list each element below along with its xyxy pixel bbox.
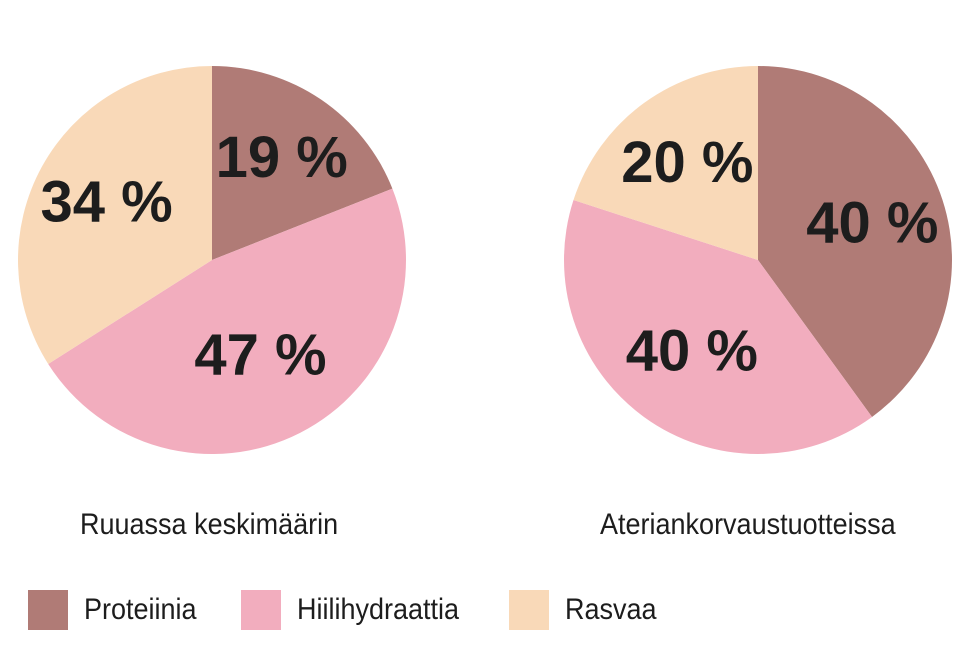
legend-label-hiilihydraattia: Hiilihydraattia: [297, 593, 460, 626]
slice-label-hiilihydraattia: 47 %: [194, 323, 326, 388]
legend-label-proteiinia: Proteiinia: [84, 593, 197, 626]
legend-label-rasvaa: Rasvaa: [565, 593, 657, 626]
pie-slice-proteiinia: [758, 66, 952, 417]
pie-chart-ruuassa: 19 % 47 % 34 %: [17, 66, 407, 454]
slice-label-proteiinia: 19 %: [216, 125, 348, 190]
legend-item-proteiinia: Proteiinia: [28, 590, 209, 630]
pie-chart-ateriankorvaus: 40 % 40 % 20 %: [564, 66, 952, 454]
slice-label-proteiinia: 40 %: [806, 190, 938, 255]
pie-slice-hiilihydraattia: [48, 188, 407, 454]
pie-caption-ruuassa: Ruuassa keskimäärin: [80, 508, 339, 541]
pie-slice-hiilihydraattia: [564, 200, 873, 454]
pie-slice-rasvaa: [17, 66, 212, 364]
legend: Proteiinia Hiilihydraattia Rasvaa: [28, 588, 699, 632]
slice-label-rasvaa: 20 %: [621, 130, 753, 195]
slice-label-hiilihydraattia: 40 %: [626, 319, 758, 384]
pie-caption-ateriankorvaus: Ateriankorvaustuotteissa: [600, 508, 896, 541]
legend-item-rasvaa: Rasvaa: [509, 590, 667, 630]
legend-swatch-proteiinia: [28, 590, 68, 630]
pie-slice-rasvaa: [573, 66, 758, 260]
legend-swatch-hiilihydraattia: [241, 590, 282, 630]
slice-label-rasvaa: 34 %: [40, 170, 172, 235]
pie-slice-proteiinia: [212, 66, 393, 260]
legend-item-hiilihydraattia: Hiilihydraattia: [241, 590, 477, 630]
legend-swatch-rasvaa: [509, 590, 550, 630]
